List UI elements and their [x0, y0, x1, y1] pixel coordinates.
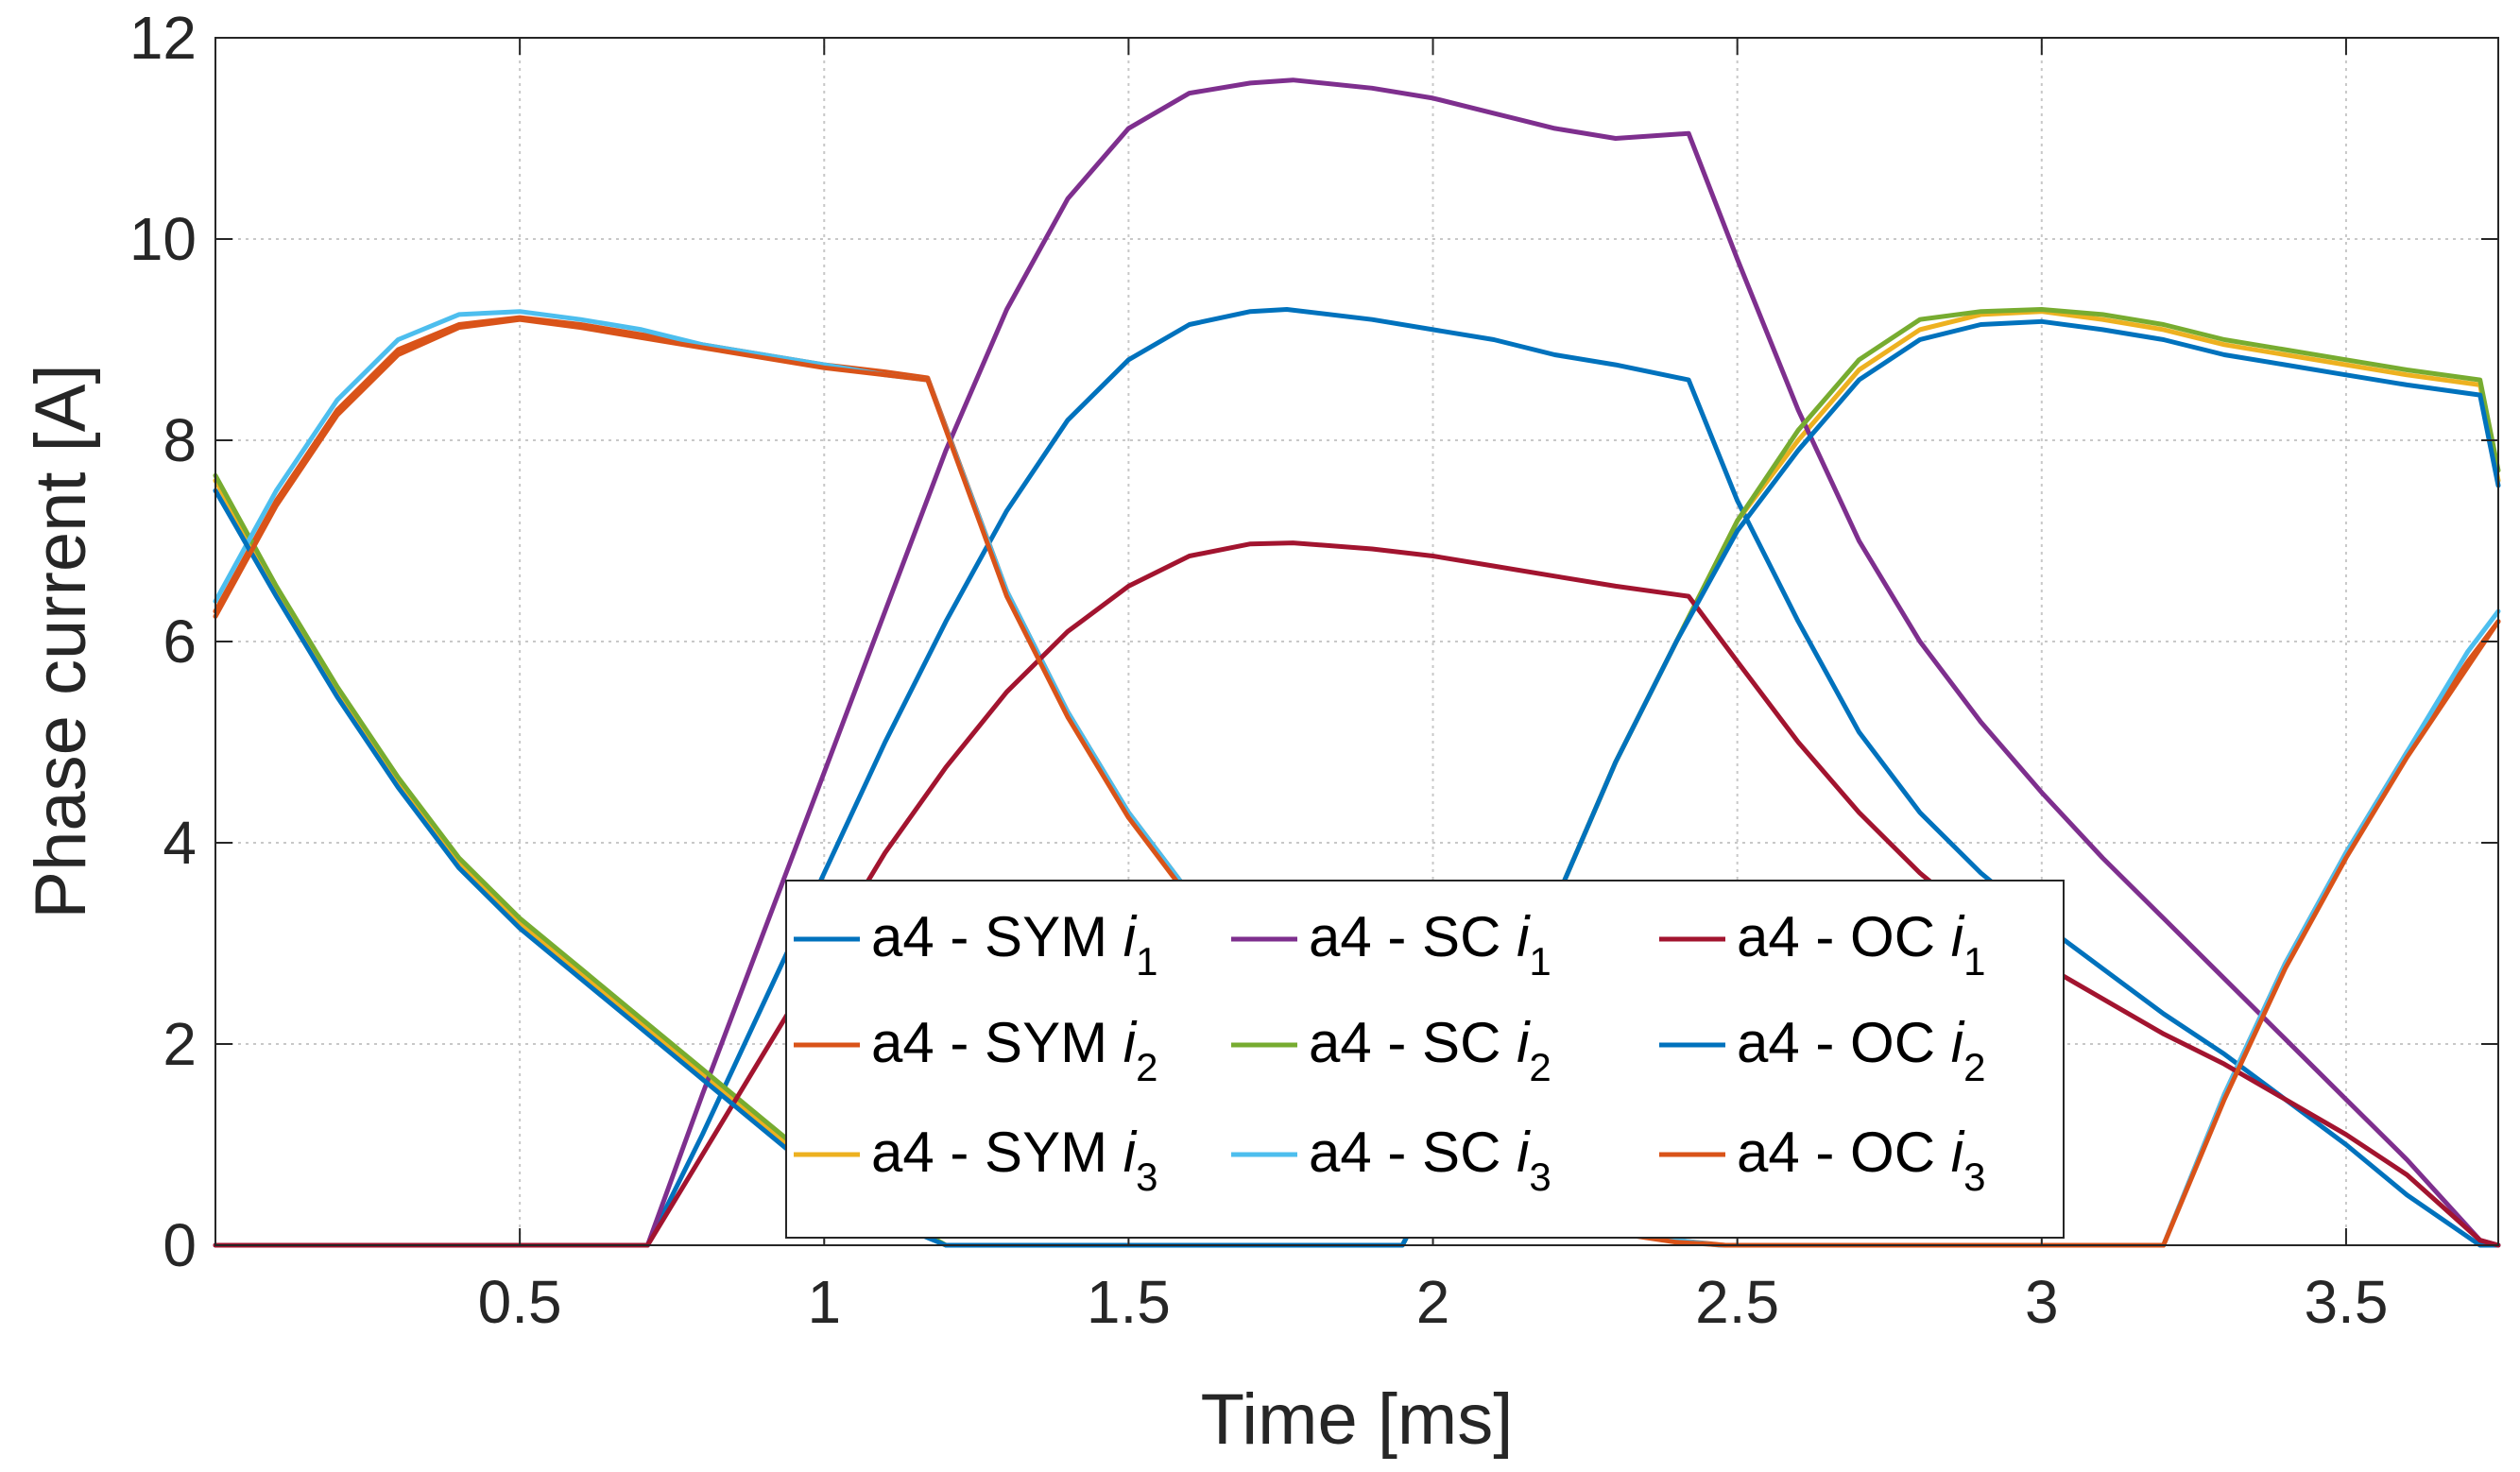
- legend-label: a4 - SC i1: [1309, 905, 1551, 984]
- x-tick-label: 3.5: [2304, 1268, 2388, 1336]
- legend-item-2: a4 - SYM i2: [794, 1011, 1157, 1089]
- legend: a4 - SYM i1 a4 - SYM i2 a4 - SYM i3 a4 - SC…: [785, 880, 2065, 1239]
- x-tick-label: 1: [807, 1268, 841, 1336]
- legend-label: a4 - SC i2: [1309, 1011, 1551, 1089]
- legend-item-9: a4 - OC i3: [1659, 1121, 1985, 1199]
- y-tick-label: 2: [163, 1010, 197, 1078]
- legend-item-7: a4 - OC i1: [1659, 905, 1985, 984]
- y-tick-label: 12: [129, 4, 197, 72]
- y-tick-label: 6: [163, 608, 197, 676]
- y-axis-title: Phase current [A]: [21, 364, 101, 918]
- legend-item-6: a4 - SC i3: [1231, 1121, 1551, 1199]
- y-tick-label: 4: [163, 809, 197, 877]
- x-tick-label: 3: [2025, 1268, 2059, 1336]
- legend-label: a4 - SYM i2: [871, 1011, 1157, 1089]
- legend-label: a4 - SC i3: [1309, 1121, 1551, 1199]
- legend-label: a4 - SYM i3: [871, 1121, 1157, 1199]
- axis-ticks: 0.5 1 1.5 2 2.5 3 3.5 0 2 4 6 8 10 12: [129, 4, 2498, 1336]
- legend-item-3: a4 - SYM i3: [794, 1121, 1157, 1199]
- x-tick-label: 2: [1416, 1268, 1450, 1336]
- legend-label: a4 - OC i2: [1737, 1011, 1985, 1089]
- legend-item-8: a4 - OC i2: [1659, 1011, 1985, 1089]
- legend-box: [785, 880, 2065, 1239]
- legend-item-5: a4 - SC i2: [1231, 1011, 1551, 1089]
- series-line-1: [213, 307, 2501, 1248]
- y-tick-label: 10: [129, 205, 197, 273]
- legend-item-4: a4 - SC i1: [1231, 905, 1551, 984]
- series-line-7: [213, 540, 2501, 1248]
- y-tick-label: 8: [163, 406, 197, 474]
- x-tick-label: 0.5: [478, 1268, 562, 1336]
- legend-item-1: a4 - SYM i1: [794, 905, 1157, 984]
- x-tick-label: 2.5: [1695, 1268, 1779, 1336]
- x-tick-label: 1.5: [1087, 1268, 1171, 1336]
- legend-label: a4 - OC i1: [1737, 905, 1985, 984]
- x-axis-title: Time [ms]: [1201, 1379, 1514, 1460]
- legend-label: a4 - SYM i1: [871, 905, 1157, 984]
- y-tick-label: 0: [163, 1211, 197, 1279]
- legend-label: a4 - OC i3: [1737, 1121, 1985, 1199]
- series-line-4: [213, 77, 2501, 1248]
